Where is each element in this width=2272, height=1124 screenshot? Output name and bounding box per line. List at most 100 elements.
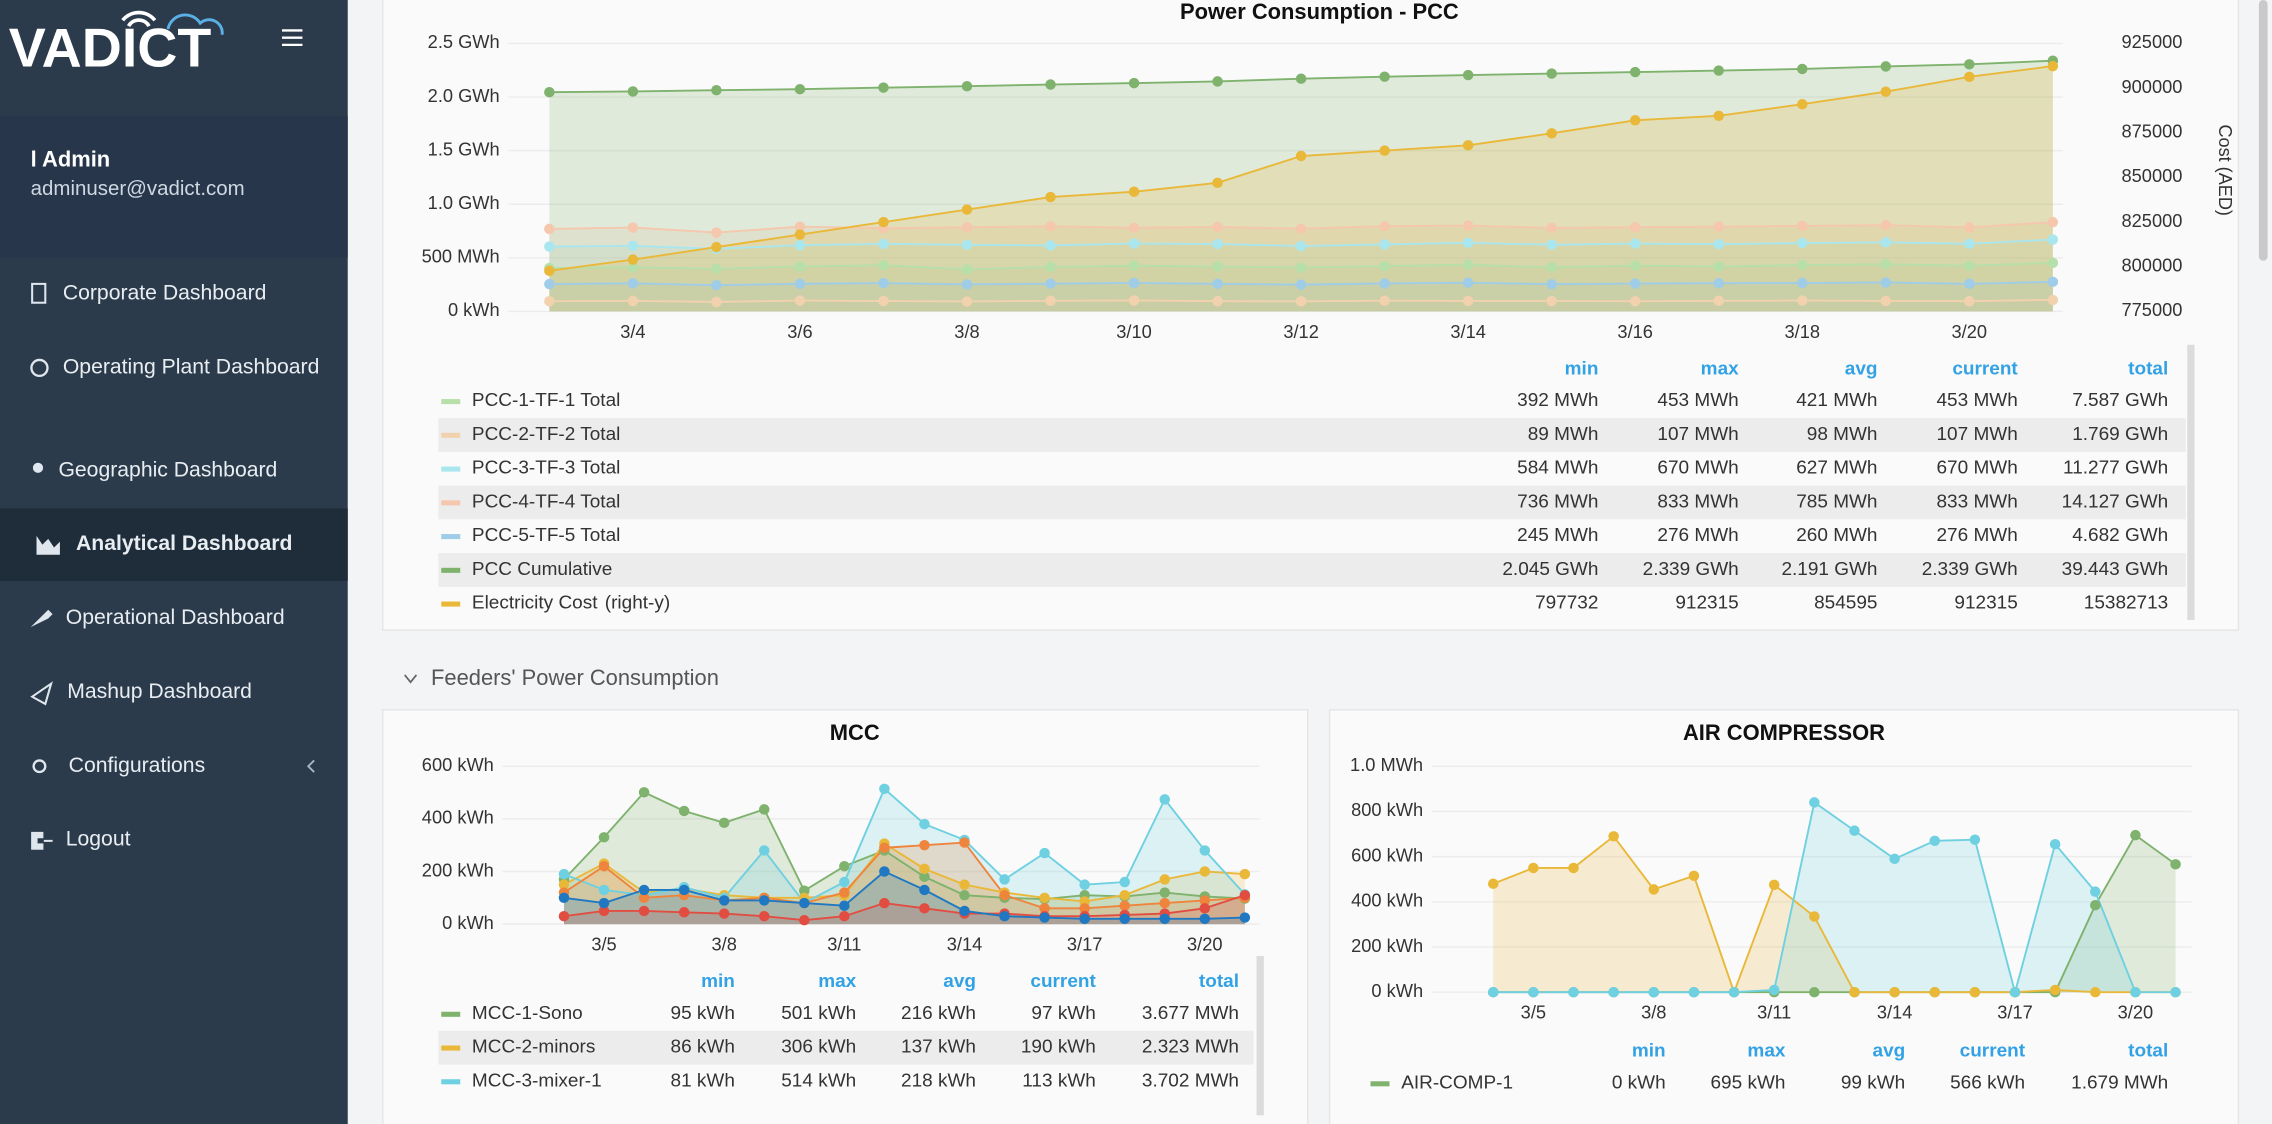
legend-cell: 833 MWh (1937, 492, 2018, 513)
legend-cell: 260 MWh (1796, 525, 1877, 546)
data-point (627, 86, 639, 97)
data-point (544, 87, 555, 98)
legend-cell: 2.339 GWh (1922, 559, 2018, 580)
y2-tick-label: 825000 (2122, 211, 2183, 231)
data-point (678, 884, 690, 896)
data-point (1880, 219, 1892, 231)
series-line (563, 787, 1246, 905)
legend-cell: 14.127 GWh (2062, 492, 2169, 513)
menu-item[interactable]: Configurations (69, 754, 206, 777)
menu-item[interactable]: Corporate Dashboard (63, 282, 267, 305)
legend-note: (right-y) (605, 593, 670, 614)
data-point (794, 261, 806, 272)
legend-swatch (441, 500, 461, 506)
data-point (1379, 295, 1390, 306)
legend-cell: 113 kWh (1022, 1070, 1096, 1091)
data-point (1295, 73, 1307, 84)
data-point (1239, 912, 1251, 923)
legend-cell: 3.702 MWh (1142, 1070, 1239, 1091)
data-point (1039, 892, 1050, 904)
data-point (1379, 145, 1390, 156)
data-point (878, 238, 889, 250)
data-point (1462, 220, 1474, 231)
legend-cell: 137 kWh (901, 1037, 976, 1058)
legend-scrollbar[interactable] (2187, 344, 2195, 620)
legend-row-bg (438, 418, 2186, 452)
legend-name[interactable]: PCC-4-TF-4 Total (472, 492, 620, 513)
y2-tick-label: 875000 (2122, 122, 2183, 142)
data-point (558, 911, 570, 922)
legend-header: total (2128, 358, 2168, 379)
menu-item[interactable]: Mashup Dashboard (67, 680, 252, 703)
data-point (1546, 128, 1557, 139)
data-point (1546, 295, 1557, 307)
collapse-chevron[interactable] (404, 674, 418, 684)
data-point (1462, 277, 1474, 288)
legend-name[interactable]: MCC-1-Sono (472, 1003, 583, 1024)
menu-item-active[interactable]: Analytical Dashboard (76, 532, 292, 555)
data-point (1487, 986, 1499, 998)
data-point (1629, 66, 1641, 78)
data-point (1295, 150, 1307, 162)
legend-header: current (1952, 358, 2018, 379)
data-point (2130, 986, 2141, 998)
data-point (1964, 59, 1975, 70)
area-fill (563, 843, 1245, 925)
data-point (1880, 277, 1892, 288)
data-point (961, 264, 973, 275)
y2-tick-label: 775000 (2122, 300, 2183, 320)
legend-cell: 854595 (1814, 593, 1877, 614)
data-point (1713, 110, 1724, 122)
data-point (1608, 831, 1619, 842)
y-tick-label: 600 kWh (1351, 845, 1423, 865)
legend-cell: 276 MWh (1657, 525, 1738, 546)
y-tick-label: 200 kWh (422, 860, 494, 880)
legend-name[interactable]: PCC-2-TF-2 Total (472, 424, 620, 445)
data-point (1546, 68, 1557, 79)
legend-name[interactable]: PCC-3-TF-3 Total (472, 458, 620, 479)
legend-name[interactable]: AIR-COMP-1 (1401, 1072, 1513, 1093)
scrollbar[interactable] (2258, 0, 2268, 261)
data-point (711, 227, 722, 238)
x-tick-label: 3/4 (620, 322, 645, 342)
data-point (1239, 889, 1251, 901)
legend-cell: 670 MWh (1937, 458, 2018, 479)
menu-item[interactable]: Operational Dashboard (66, 606, 285, 629)
data-point (1648, 986, 1660, 998)
legend-name[interactable]: PCC Cumulative (472, 559, 612, 580)
data-point (758, 845, 770, 856)
data-point (1212, 76, 1223, 87)
data-point (961, 204, 973, 215)
legend-cell: 245 MWh (1517, 525, 1598, 546)
data-point (1929, 986, 1941, 998)
data-point (718, 895, 730, 906)
menu-item[interactable]: Logout (66, 828, 131, 851)
data-point (1880, 61, 1892, 72)
data-point (2047, 257, 2059, 269)
legend-name[interactable]: MCC-2-minors (472, 1037, 595, 1058)
data-point (1880, 237, 1892, 248)
menu-item[interactable]: Geographic Dashboard (58, 458, 277, 481)
data-point (1379, 260, 1390, 272)
submenu-chevron[interactable] (306, 759, 315, 773)
legend-name[interactable]: PCC-1-TF-1 Total (472, 390, 620, 411)
section-title[interactable]: Feeders' Power Consumption (431, 665, 719, 690)
data-point (711, 279, 722, 291)
menu-item[interactable]: Operating Plant Dashboard (63, 356, 320, 379)
legend-cell: 584 MWh (1517, 458, 1598, 479)
legend-name[interactable]: PCC-5-TF-5 Total (472, 525, 620, 546)
legend-header: current (1960, 1041, 2026, 1062)
legend-cell: 39.443 GWh (2062, 559, 2169, 580)
logo-wifi (121, 10, 157, 28)
legend-header: max (818, 971, 856, 992)
data-point (794, 239, 806, 251)
legend-scrollbar[interactable] (1256, 955, 1264, 1116)
hamburger-menu[interactable] (281, 29, 303, 47)
legend-name[interactable]: Electricity Cost (472, 593, 598, 614)
y-tick-label: 2.0 GWh (428, 86, 500, 106)
data-point (598, 832, 610, 843)
legend-name[interactable]: MCC-3-mixer-1 (472, 1070, 602, 1091)
data-point (1128, 186, 1140, 197)
data-point (2009, 986, 2021, 998)
legend-cell: 453 MWh (1937, 390, 2018, 411)
